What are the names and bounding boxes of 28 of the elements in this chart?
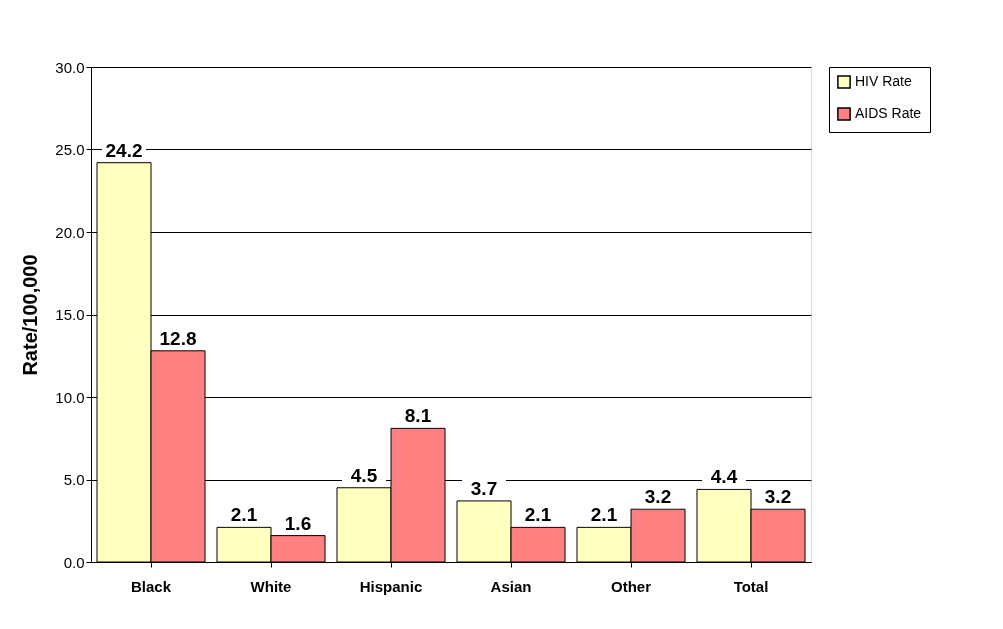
data-label: 12.8 bbox=[159, 327, 197, 349]
legend-label: AIDS Rate bbox=[855, 105, 922, 121]
data-label: 3.2 bbox=[764, 486, 792, 508]
x-tick-label: Asian bbox=[490, 577, 532, 595]
y-axis-title: Rate/100,000 bbox=[19, 254, 42, 376]
data-label: 3.7 bbox=[470, 477, 498, 499]
y-tick-label: 15.0 bbox=[55, 306, 85, 323]
data-label: 4.5 bbox=[350, 464, 378, 486]
x-tick-label: White bbox=[250, 577, 292, 595]
legend-label: HIV Rate bbox=[855, 73, 913, 89]
y-tick-label: 30.0 bbox=[55, 58, 85, 76]
x-tick-label: Hispanic bbox=[359, 577, 423, 595]
data-label: 2.1 bbox=[590, 504, 618, 526]
data-label: 1.6 bbox=[284, 512, 312, 534]
data-label: 2.1 bbox=[230, 504, 258, 526]
y-tick-label: 20.0 bbox=[55, 223, 85, 241]
x-tick-label: Total bbox=[733, 577, 769, 595]
y-tick-label: 0.0 bbox=[63, 553, 85, 571]
data-label: 2.1 bbox=[524, 504, 552, 526]
data-label: 24.2 bbox=[105, 139, 143, 161]
y-tick-label: 5.0 bbox=[63, 471, 85, 488]
y-tick-label: 25.0 bbox=[55, 141, 85, 158]
x-tick-label: Other bbox=[610, 577, 652, 595]
x-tick-label: Black bbox=[130, 577, 172, 595]
y-tick-label: 10.0 bbox=[55, 388, 85, 406]
data-label: 3.2 bbox=[644, 486, 672, 508]
data-label: 8.1 bbox=[404, 405, 432, 427]
data-label: 4.4 bbox=[710, 466, 738, 488]
